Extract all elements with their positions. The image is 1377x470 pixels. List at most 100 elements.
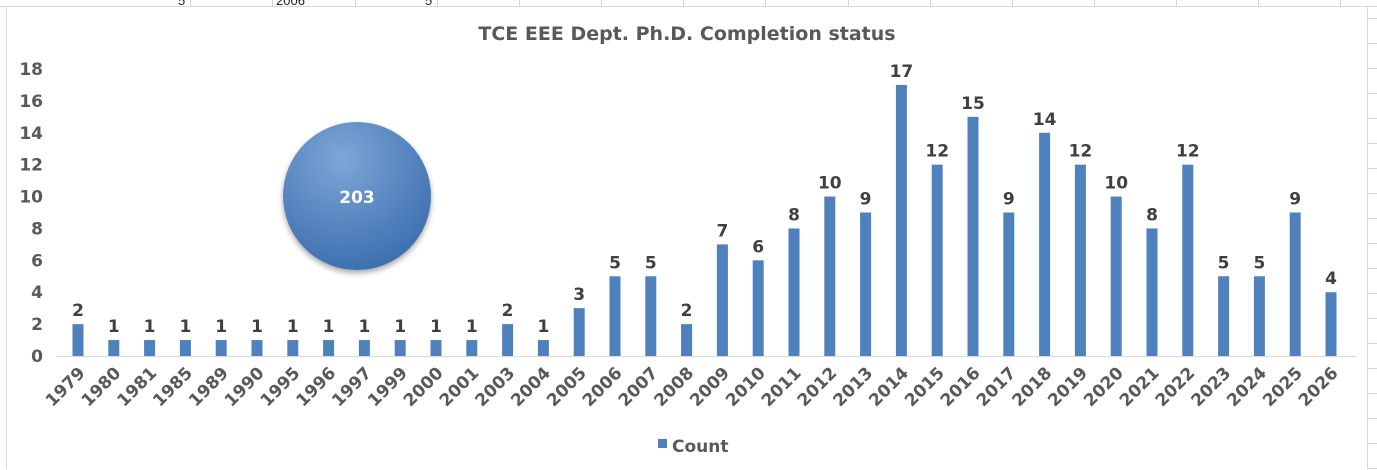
x-tick-label: 2004	[507, 363, 555, 411]
chart-area[interactable]: TCE EEE Dept. Ph.D. Completion status 0 2…	[6, 6, 1368, 469]
bar-2018[interactable]	[1039, 132, 1051, 356]
data-label: 3	[573, 285, 585, 305]
x-tick-label: 2001	[436, 363, 484, 411]
x-tick-label: 2020	[1080, 363, 1128, 411]
bar-2000[interactable]	[430, 340, 442, 356]
bar-2017[interactable]	[1003, 212, 1015, 357]
bar-2011[interactable]	[788, 228, 800, 356]
gridline	[1368, 168, 1377, 169]
bar-2009[interactable]	[716, 244, 728, 356]
data-label: 8	[788, 205, 800, 225]
bar-2013[interactable]	[860, 212, 872, 357]
bar-2024[interactable]	[1253, 276, 1265, 356]
x-tick-label: 2017	[973, 363, 1021, 411]
legend: Count	[658, 437, 729, 457]
bar-1985[interactable]	[179, 340, 191, 356]
bar-1996[interactable]	[323, 340, 335, 356]
bar-2016[interactable]	[967, 116, 979, 356]
gridline	[1368, 368, 1377, 369]
x-tick-label: 1990	[221, 363, 269, 411]
bar-2007[interactable]	[645, 276, 657, 356]
x-tick-label: 2010	[722, 363, 770, 411]
data-label: 10	[1104, 174, 1128, 194]
bar-2026[interactable]	[1325, 292, 1337, 356]
gridline	[1368, 68, 1377, 69]
x-tick-label: 1997	[328, 363, 376, 411]
column-divider	[683, 0, 684, 6]
cell-value[interactable]: 2006	[276, 0, 305, 8]
bar-2012[interactable]	[824, 196, 836, 356]
bar-2005[interactable]	[573, 308, 585, 356]
bar-1995[interactable]	[287, 340, 299, 356]
bar-2014[interactable]	[895, 84, 907, 356]
data-label: 12	[1069, 142, 1093, 162]
total-bubble[interactable]: 203	[283, 122, 431, 270]
y-tick-label: 2	[31, 315, 43, 335]
data-label: 5	[609, 253, 621, 273]
bar-1980[interactable]	[108, 340, 120, 356]
bar-2008[interactable]	[681, 324, 693, 356]
gridline	[1368, 193, 1377, 194]
bar-2025[interactable]	[1289, 212, 1301, 357]
data-label: 9	[1289, 190, 1301, 210]
x-tick-label: 2005	[543, 363, 591, 411]
column-divider	[601, 0, 602, 6]
y-tick-label: 0	[31, 347, 43, 367]
x-tick-label: 2019	[1044, 363, 1092, 411]
data-label: 1	[215, 317, 227, 337]
data-label: 9	[860, 190, 872, 210]
x-tick-label: 2014	[865, 363, 913, 411]
data-label: 1	[144, 317, 156, 337]
bubble-circle	[283, 122, 431, 270]
bar-2006[interactable]	[609, 276, 621, 356]
bar-1989[interactable]	[215, 340, 227, 356]
bar-chart: TCE EEE Dept. Ph.D. Completion status 0 2…	[19, 23, 1357, 457]
bar-2010[interactable]	[752, 260, 764, 356]
gridline	[1368, 293, 1377, 294]
y-tick-label: 14	[19, 124, 43, 144]
bar-1979[interactable]	[72, 324, 84, 356]
y-tick-label: 4	[31, 283, 43, 303]
bar-2019[interactable]	[1074, 164, 1086, 356]
cell-value[interactable]: 5	[178, 0, 186, 8]
bar-2021[interactable]	[1146, 228, 1158, 356]
x-tick-label: 2021	[1116, 363, 1164, 411]
data-label: 1	[394, 317, 406, 337]
bar-1990[interactable]	[251, 340, 263, 356]
data-label: 1	[430, 317, 442, 337]
y-tick-label: 8	[31, 219, 43, 239]
bar-2023[interactable]	[1218, 276, 1230, 356]
column-divider	[1176, 0, 1177, 6]
y-tick-label: 10	[19, 188, 43, 208]
bar-1981[interactable]	[144, 340, 156, 356]
gridline	[1368, 268, 1377, 269]
data-label: 4	[1325, 269, 1337, 289]
x-tick-label: 2000	[400, 363, 448, 411]
bar-2022[interactable]	[1182, 164, 1194, 356]
data-label: 5	[645, 253, 657, 273]
bubble-label: 203	[339, 188, 375, 208]
bar-1997[interactable]	[358, 340, 370, 356]
column-divider	[437, 0, 438, 6]
data-label: 2	[72, 301, 84, 321]
bar-2015[interactable]	[931, 164, 943, 356]
x-tick-label: 1995	[257, 363, 305, 411]
bar-2020[interactable]	[1110, 196, 1122, 356]
x-tick-label: 2016	[937, 363, 985, 411]
data-label: 1	[179, 317, 191, 337]
bar-2001[interactable]	[466, 340, 478, 356]
data-label: 17	[890, 62, 914, 82]
cell-value[interactable]: 5	[425, 0, 433, 8]
bar-2004[interactable]	[537, 340, 549, 356]
data-label: 14	[1033, 110, 1057, 130]
y-tick-label: 18	[19, 60, 43, 80]
column-divider	[1258, 0, 1259, 6]
bar-1999[interactable]	[394, 340, 406, 356]
x-tick-label: 2012	[794, 363, 842, 411]
data-label: 5	[1253, 253, 1265, 273]
data-label: 2	[502, 301, 514, 321]
x-tick-label: 1996	[293, 363, 341, 411]
column-divider	[848, 0, 849, 6]
x-tick-label: 1985	[149, 363, 197, 411]
bar-2003[interactable]	[502, 324, 514, 356]
